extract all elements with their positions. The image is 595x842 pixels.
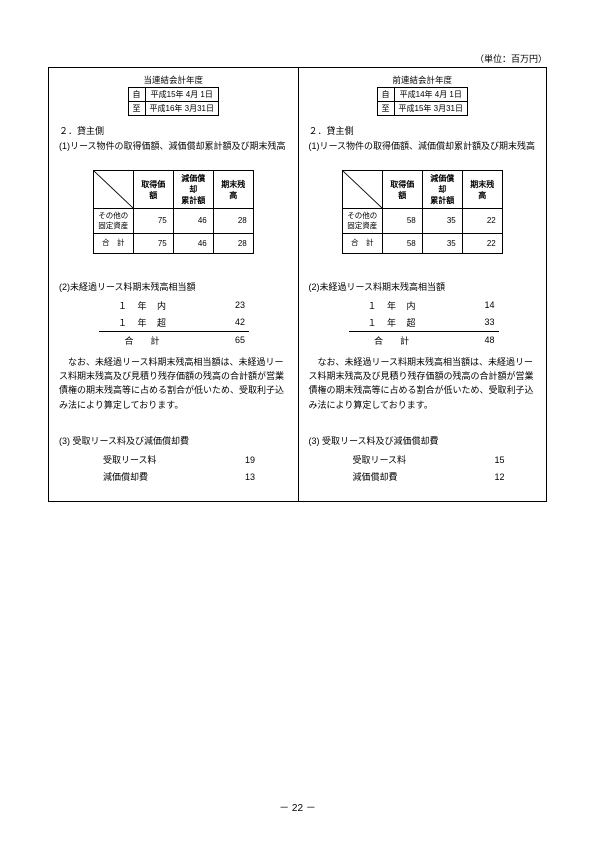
col-h3: 期末残高 — [462, 171, 502, 209]
kv1-v: 19 — [209, 451, 259, 468]
li2-lbl: １ 年 超 — [99, 314, 189, 332]
row1-label: その他の 固定資産 — [93, 209, 133, 234]
row1-v2: 35 — [422, 209, 462, 234]
left-note: なお、未経過リース料期末残高相当額は、未経過リース料期末残高及び見積り残存価額の… — [59, 355, 288, 413]
right-s2-2: (2)未経過リース料期末残高相当額 — [309, 280, 537, 293]
row1-v3: 28 — [213, 209, 253, 234]
kv1-v: 15 — [459, 451, 509, 468]
kv2-v: 13 — [209, 468, 259, 485]
left-list-table: １ 年 内 23 １ 年 超 42 合 計 65 — [99, 297, 249, 349]
kv1-k: 受取リース料 — [99, 451, 209, 468]
row2-v3: 28 — [213, 233, 253, 253]
right-s2-1: (1)リース物件の取得価額、減価償却累計額及び期末残高 — [309, 139, 537, 152]
right-list-table: １ 年 内 14 １ 年 超 33 合 計 48 — [349, 297, 499, 349]
right-s2-title: ２．貸主側 — [309, 124, 537, 137]
col-h2: 減価償却 累計額 — [422, 171, 462, 209]
left-s2-3: (3) 受取リース料及び減価償却費 — [59, 434, 288, 447]
li3-val: 65 — [189, 331, 249, 349]
right-to-date: 平成15年 3月31日 — [394, 102, 467, 116]
right-kv-table: 受取リース料 15 減価償却費 12 — [349, 451, 509, 485]
row1-v1: 75 — [133, 209, 173, 234]
li1-lbl: １ 年 内 — [349, 297, 439, 314]
right-to-label: 至 — [377, 102, 394, 116]
col-h1: 取得価額 — [382, 171, 422, 209]
right-period-title: 前連結会計年度 — [309, 74, 537, 86]
left-to-label: 至 — [128, 102, 145, 116]
left-period-title: 当連結会計年度 — [59, 74, 288, 86]
row2-v3: 22 — [462, 233, 502, 253]
right-column: 前連結会計年度 自 平成14年 4月 1日 至 平成15年 3月31日 ２．貸主… — [298, 68, 547, 501]
right-s2-3: (3) 受取リース料及び減価償却費 — [309, 434, 537, 447]
li2-val: 42 — [189, 314, 249, 332]
kv2-k: 減価償却費 — [349, 468, 459, 485]
row1-v1: 58 — [382, 209, 422, 234]
kv1-k: 受取リース料 — [349, 451, 459, 468]
left-from-label: 自 — [128, 88, 145, 102]
right-from-label: 自 — [377, 88, 394, 102]
row2-v1: 58 — [382, 233, 422, 253]
row2-label: 合 計 — [342, 233, 382, 253]
row1-label: その他の 固定資産 — [342, 209, 382, 234]
kv2-v: 12 — [459, 468, 509, 485]
row2-label: 合 計 — [93, 233, 133, 253]
li2-lbl: １ 年 超 — [349, 314, 439, 332]
left-column: 当連結会計年度 自 平成15年 4月 1日 至 平成16年 3月31日 ２．貸主… — [49, 68, 298, 501]
diag-cell — [342, 171, 382, 209]
diag-cell — [93, 171, 133, 209]
row2-v2: 46 — [173, 233, 213, 253]
col-h1: 取得価額 — [133, 171, 173, 209]
left-data-table: 取得価額 減価償却 累計額 期末残高 その他の 固定資産 75 46 28 合 … — [93, 170, 254, 254]
left-from-date: 平成15年 4月 1日 — [145, 88, 218, 102]
li1-val: 14 — [439, 297, 499, 314]
li1-lbl: １ 年 内 — [99, 297, 189, 314]
page-number: － 22 － — [0, 799, 595, 814]
li3-lbl: 合 計 — [349, 331, 439, 349]
main-frame: 当連結会計年度 自 平成15年 4月 1日 至 平成16年 3月31日 ２．貸主… — [48, 67, 547, 502]
right-from-date: 平成14年 4月 1日 — [394, 88, 467, 102]
left-kv-table: 受取リース料 19 減価償却費 13 — [99, 451, 259, 485]
li3-val: 48 — [439, 331, 499, 349]
left-s2-1: (1)リース物件の取得価額、減価償却累計額及び期末残高 — [59, 139, 288, 152]
right-data-table: 取得価額 減価償却 累計額 期末残高 その他の 固定資産 58 35 22 合 … — [342, 170, 503, 254]
left-s2-2: (2)未経過リース料期末残高相当額 — [59, 280, 288, 293]
row1-v2: 46 — [173, 209, 213, 234]
col-h2: 減価償却 累計額 — [173, 171, 213, 209]
kv2-k: 減価償却費 — [99, 468, 209, 485]
row2-v2: 35 — [422, 233, 462, 253]
li2-val: 33 — [439, 314, 499, 332]
li3-lbl: 合 計 — [99, 331, 189, 349]
row1-v3: 22 — [462, 209, 502, 234]
right-note: なお、未経過リース料期末残高相当額は、未経過リース料期末残高及び見積り残存価額の… — [309, 355, 537, 413]
left-period-dates: 自 平成15年 4月 1日 至 平成16年 3月31日 — [128, 87, 219, 116]
col-h3: 期末残高 — [213, 171, 253, 209]
unit-note: （単位：百万円） — [48, 52, 547, 65]
right-period-dates: 自 平成14年 4月 1日 至 平成15年 3月31日 — [377, 87, 468, 116]
left-to-date: 平成16年 3月31日 — [145, 102, 218, 116]
li1-val: 23 — [189, 297, 249, 314]
left-s2-title: ２．貸主側 — [59, 124, 288, 137]
row2-v1: 75 — [133, 233, 173, 253]
